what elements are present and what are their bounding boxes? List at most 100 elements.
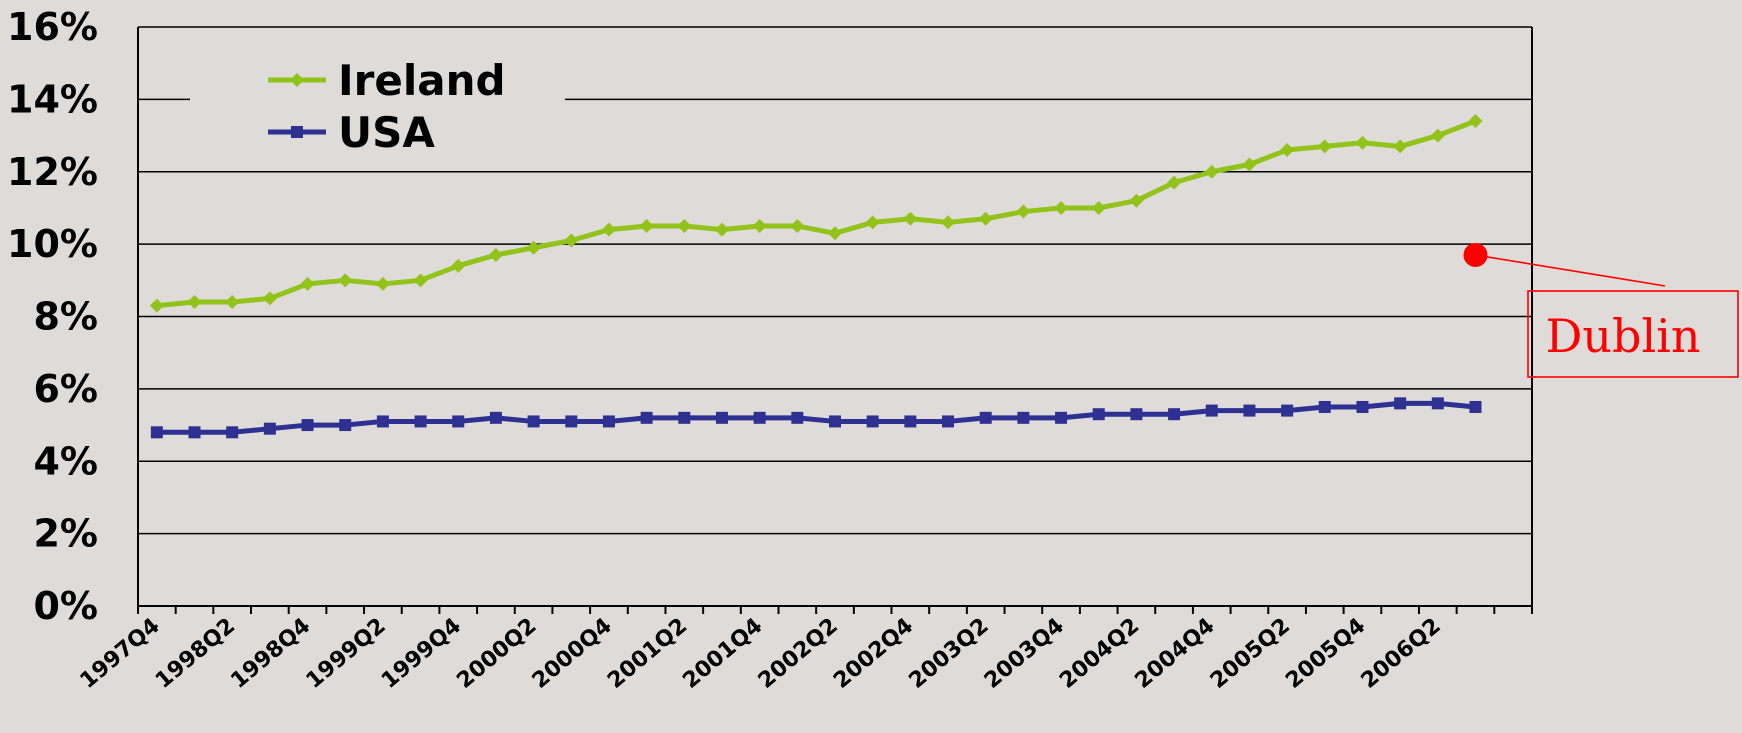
- legend-label: Ireland: [338, 56, 506, 105]
- data-point-ireland: [526, 240, 541, 255]
- data-point-ireland: [1317, 139, 1332, 154]
- data-point-ireland: [828, 226, 842, 241]
- data-point-ireland: [300, 276, 315, 291]
- data-point-usa: [339, 419, 352, 432]
- data-point-ireland: [1355, 135, 1370, 150]
- data-point-ireland: [865, 215, 880, 230]
- data-point-usa: [1055, 411, 1068, 424]
- data-point-usa: [1318, 400, 1331, 413]
- data-point-usa: [829, 415, 841, 428]
- data-point-usa: [942, 415, 955, 428]
- x-tick-label: 2000Q2: [452, 613, 541, 693]
- data-point-ireland: [639, 219, 654, 234]
- data-point-usa: [452, 415, 465, 428]
- data-point-usa: [1168, 408, 1181, 421]
- data-point-usa: [791, 411, 804, 424]
- data-point-usa: [226, 426, 239, 439]
- data-point-usa: [263, 422, 276, 435]
- x-tick-label: 2004Q2: [1055, 613, 1144, 693]
- series-lines: [149, 114, 1483, 439]
- data-point-ireland: [1091, 200, 1106, 215]
- data-point-usa: [715, 411, 728, 424]
- data-point-ireland: [564, 233, 579, 248]
- data-point-usa: [640, 411, 653, 424]
- data-point-usa: [376, 415, 389, 428]
- y-tick-label: 4%: [33, 439, 98, 483]
- data-point-ireland: [1167, 175, 1182, 190]
- data-point-ireland: [225, 295, 240, 310]
- data-point-usa: [527, 415, 540, 428]
- data-point-usa: [1431, 397, 1444, 410]
- y-tick-label: 0%: [33, 584, 98, 628]
- data-point-ireland: [1016, 204, 1031, 219]
- y-tick-label: 12%: [7, 150, 98, 194]
- data-point-usa: [1394, 397, 1407, 410]
- data-point-ireland: [488, 247, 503, 262]
- data-point-usa: [866, 415, 879, 428]
- data-point-usa: [150, 426, 163, 439]
- data-point-ireland: [1204, 164, 1219, 179]
- x-tick-label: 1999Q2: [302, 613, 391, 693]
- grid-lines: [138, 26, 1532, 607]
- data-point-ireland: [601, 222, 616, 237]
- data-point-usa: [1469, 400, 1482, 413]
- data-point-usa: [414, 415, 427, 428]
- data-point-usa: [678, 411, 691, 424]
- legend-label: USA: [338, 108, 435, 157]
- data-point-usa: [489, 411, 502, 424]
- callout-dot: [1463, 242, 1488, 267]
- data-point-ireland: [677, 219, 692, 234]
- data-point-usa: [1092, 408, 1105, 421]
- x-tick-label: 2001Q4: [678, 613, 767, 693]
- callout-box: [1527, 290, 1739, 378]
- data-point-ireland: [1242, 157, 1257, 172]
- data-point-ireland: [262, 291, 277, 306]
- dublin-callout: Dublin: [1463, 242, 1739, 378]
- y-tick-label: 2%: [33, 512, 98, 556]
- data-point-ireland: [1468, 114, 1483, 129]
- data-point-ireland: [413, 273, 428, 288]
- y-axis-tick-labels: 0% 2% 4% 6% 8% 10% 12% 14% 16%: [7, 5, 98, 628]
- data-point-usa: [1130, 408, 1143, 421]
- data-point-usa: [753, 411, 766, 424]
- x-tick-label: 2004Q4: [1131, 613, 1220, 693]
- data-point-usa: [1205, 404, 1218, 417]
- data-point-ireland: [338, 273, 353, 288]
- data-point-ireland: [1054, 200, 1069, 215]
- legend-background: [190, 60, 565, 160]
- x-tick-label: 2002Q2: [754, 613, 843, 693]
- callout-leader-line: [1475, 254, 1666, 287]
- x-tick-label: 2003Q4: [980, 613, 1069, 693]
- data-point-ireland: [1393, 139, 1408, 154]
- data-point-ireland: [790, 219, 805, 234]
- legend-marker: [291, 126, 303, 138]
- data-point-usa: [565, 415, 578, 428]
- x-tick-label: 2001Q2: [603, 613, 692, 693]
- data-point-ireland: [149, 298, 164, 313]
- x-tick-label: 1998Q4: [226, 613, 315, 693]
- data-point-ireland: [978, 211, 993, 226]
- x-tick-label: 2003Q2: [905, 613, 994, 693]
- x-tick-label: 2006Q2: [1357, 613, 1446, 693]
- data-point-ireland: [941, 215, 956, 230]
- x-tick-label: 1999Q4: [377, 613, 466, 693]
- x-tick-label: 2002Q4: [829, 613, 918, 693]
- y-tick-label: 14%: [7, 77, 98, 121]
- data-point-usa: [188, 426, 201, 439]
- data-point-usa: [301, 419, 314, 432]
- data-point-ireland: [903, 211, 918, 226]
- data-point-ireland: [187, 295, 202, 310]
- data-point-ireland: [1280, 143, 1295, 158]
- data-point-ireland: [1129, 193, 1144, 208]
- data-point-ireland: [714, 222, 729, 237]
- data-point-usa: [1243, 404, 1256, 417]
- x-tick-label: 2000Q4: [528, 613, 617, 693]
- x-tick-label: 2005Q4: [1281, 613, 1370, 693]
- x-tick-label: 1998Q2: [151, 613, 240, 693]
- y-tick-label: 10%: [7, 222, 98, 266]
- y-tick-label: 6%: [33, 367, 98, 411]
- data-point-usa: [602, 415, 615, 428]
- x-tick-label: 2005Q2: [1206, 613, 1295, 693]
